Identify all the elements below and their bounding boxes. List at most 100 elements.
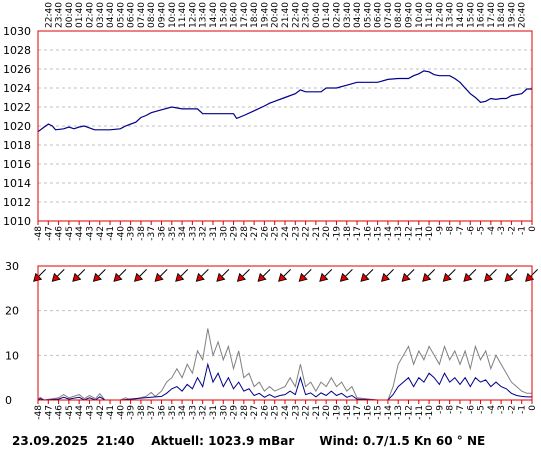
pressure-x-tick-label: -18 <box>343 226 353 241</box>
wind-x-tick-label: -5 <box>477 405 487 414</box>
pressure-x-tick-label: -9 <box>435 226 445 235</box>
wind-y-tick-label: 0 <box>5 394 12 407</box>
pressure-x-tick-label: 0 <box>528 226 538 232</box>
pressure-x-tick-label: -3 <box>497 226 507 235</box>
wind-x-tick-label: -25 <box>271 405 281 420</box>
wind-x-tick-label: -47 <box>44 405 54 420</box>
top-time-label: 01:40 <box>322 2 332 28</box>
arrow-head <box>319 272 329 282</box>
pressure-y-tick-label: 1028 <box>3 44 31 57</box>
arrow-shaft <box>385 268 394 278</box>
wind-y-ticks: 30 20 10 0 <box>5 260 19 407</box>
wind-direction-arrow <box>236 268 250 282</box>
pressure-x-tick-label: -31 <box>209 226 219 241</box>
arrow-head <box>525 272 535 282</box>
pressure-x-tick-label: -41 <box>106 226 116 241</box>
arrow-head <box>175 272 185 282</box>
wind-direction-arrow <box>319 268 333 282</box>
arrow-head <box>298 272 308 282</box>
wind-direction-arrow <box>422 268 436 282</box>
arrow-shaft <box>529 268 539 278</box>
wind-direction-arrow <box>72 268 86 282</box>
pressure-x-tick-label: -44 <box>75 226 85 241</box>
top-time-label: 18:40 <box>250 2 260 28</box>
top-time-label: 19:40 <box>260 2 270 28</box>
wind-x-tick-label: -33 <box>188 405 198 420</box>
arrow-shaft <box>344 268 353 278</box>
arrow-head <box>216 272 226 282</box>
pressure-y-tick-label: 1020 <box>3 120 31 133</box>
wind-direction-arrow <box>33 268 47 282</box>
top-time-label: 06:40 <box>127 2 137 28</box>
wind-x-tick-label: -26 <box>260 405 270 420</box>
pressure-x-tick-label: -13 <box>394 226 404 241</box>
wind-x-tick-label: -3 <box>497 405 507 414</box>
wind-x-tick-label: -29 <box>230 405 240 420</box>
top-time-label: 04:40 <box>106 2 116 28</box>
top-time-label: 02:40 <box>85 2 95 28</box>
wind-x-tick-label: -18 <box>343 405 353 420</box>
top-time-label: 14:40 <box>456 2 466 28</box>
arrow-shaft <box>261 268 271 278</box>
wind-grid <box>38 310 532 356</box>
wind-x-tick-label: -40 <box>116 405 126 420</box>
arrow-shaft <box>200 268 209 278</box>
wind-y-tick-label: 30 <box>5 260 19 273</box>
wind-x-tick-label: -8 <box>446 405 456 414</box>
pressure-x-ticks: -48 -47 -46 -45 -44 -43 -42 -41 -40 -39 -38 -37 -36-… <box>34 221 538 241</box>
pressure-x-tick-label: -7 <box>456 226 466 235</box>
top-time-label: 22:40 <box>44 2 54 28</box>
top-time-label: 14:40 <box>209 2 219 28</box>
top-time-label: 18:40 <box>497 2 507 28</box>
wind-x-tick-label: -9 <box>435 405 445 414</box>
wind-x-tick-label: -22 <box>302 405 312 420</box>
top-time-label: 08:40 <box>147 2 157 28</box>
pressure-x-tick-label: -30 <box>219 226 229 241</box>
top-time-label: 11:40 <box>425 2 435 28</box>
wind-direction-arrow <box>257 268 271 282</box>
pressure-x-tick-label: -22 <box>302 226 312 241</box>
top-time-label: 17:40 <box>240 2 250 28</box>
pressure-y-tick-label: 1012 <box>3 196 31 209</box>
wind-direction-arrow <box>195 268 209 282</box>
wind-x-tick-label: -30 <box>219 405 229 420</box>
top-time-label: 20:40 <box>271 2 281 28</box>
pressure-x-tick-label: -39 <box>127 226 137 241</box>
wind-x-tick-label: -15 <box>374 405 384 420</box>
pressure-x-tick-label: -34 <box>178 226 188 241</box>
wind-x-tick-label: -2 <box>507 405 517 414</box>
wind-x-tick-label: -32 <box>199 405 209 420</box>
wind-x-tick-label: -37 <box>147 405 157 420</box>
wind-x-tick-label: -14 <box>384 405 394 420</box>
wind-x-tick-label: -27 <box>250 405 260 420</box>
arrow-head <box>380 272 391 282</box>
pressure-y-tick-label: 1014 <box>3 177 31 190</box>
pressure-x-tick-label: -10 <box>425 226 435 241</box>
arrow-head <box>236 272 247 282</box>
arrow-head <box>92 272 102 282</box>
wind-x-tick-label: -42 <box>96 405 106 420</box>
status-date: 23.09.2025 <box>12 434 88 448</box>
pressure-y-tick-label: 1018 <box>3 139 31 152</box>
arrow-shaft <box>508 268 518 278</box>
wind-x-tick-label: 0 <box>528 405 538 411</box>
arrow-shaft <box>282 268 292 278</box>
arrow-shaft <box>56 268 65 278</box>
wind-direction-arrow <box>113 268 127 282</box>
wind-x-tick-label: -45 <box>65 405 75 420</box>
top-time-label: 00:40 <box>312 2 322 28</box>
wind-x-tick-label: -34 <box>178 405 188 420</box>
pressure-x-tick-label: -23 <box>291 226 301 241</box>
pressure-x-tick-label: -33 <box>188 226 198 241</box>
pressure-x-tick-label: -24 <box>281 226 291 241</box>
pressure-y-tick-label: 1016 <box>3 158 31 171</box>
pressure-x-tick-label: -27 <box>250 226 260 241</box>
wind-direction-arrow <box>216 268 230 282</box>
wind-x-tick-label: -21 <box>312 405 322 420</box>
arrow-shaft <box>37 268 47 278</box>
wind-direction-arrow <box>442 268 456 282</box>
top-time-label: 20:40 <box>518 2 528 28</box>
wind-direction-arrow <box>298 268 312 282</box>
wind-direction-arrow <box>51 268 65 282</box>
